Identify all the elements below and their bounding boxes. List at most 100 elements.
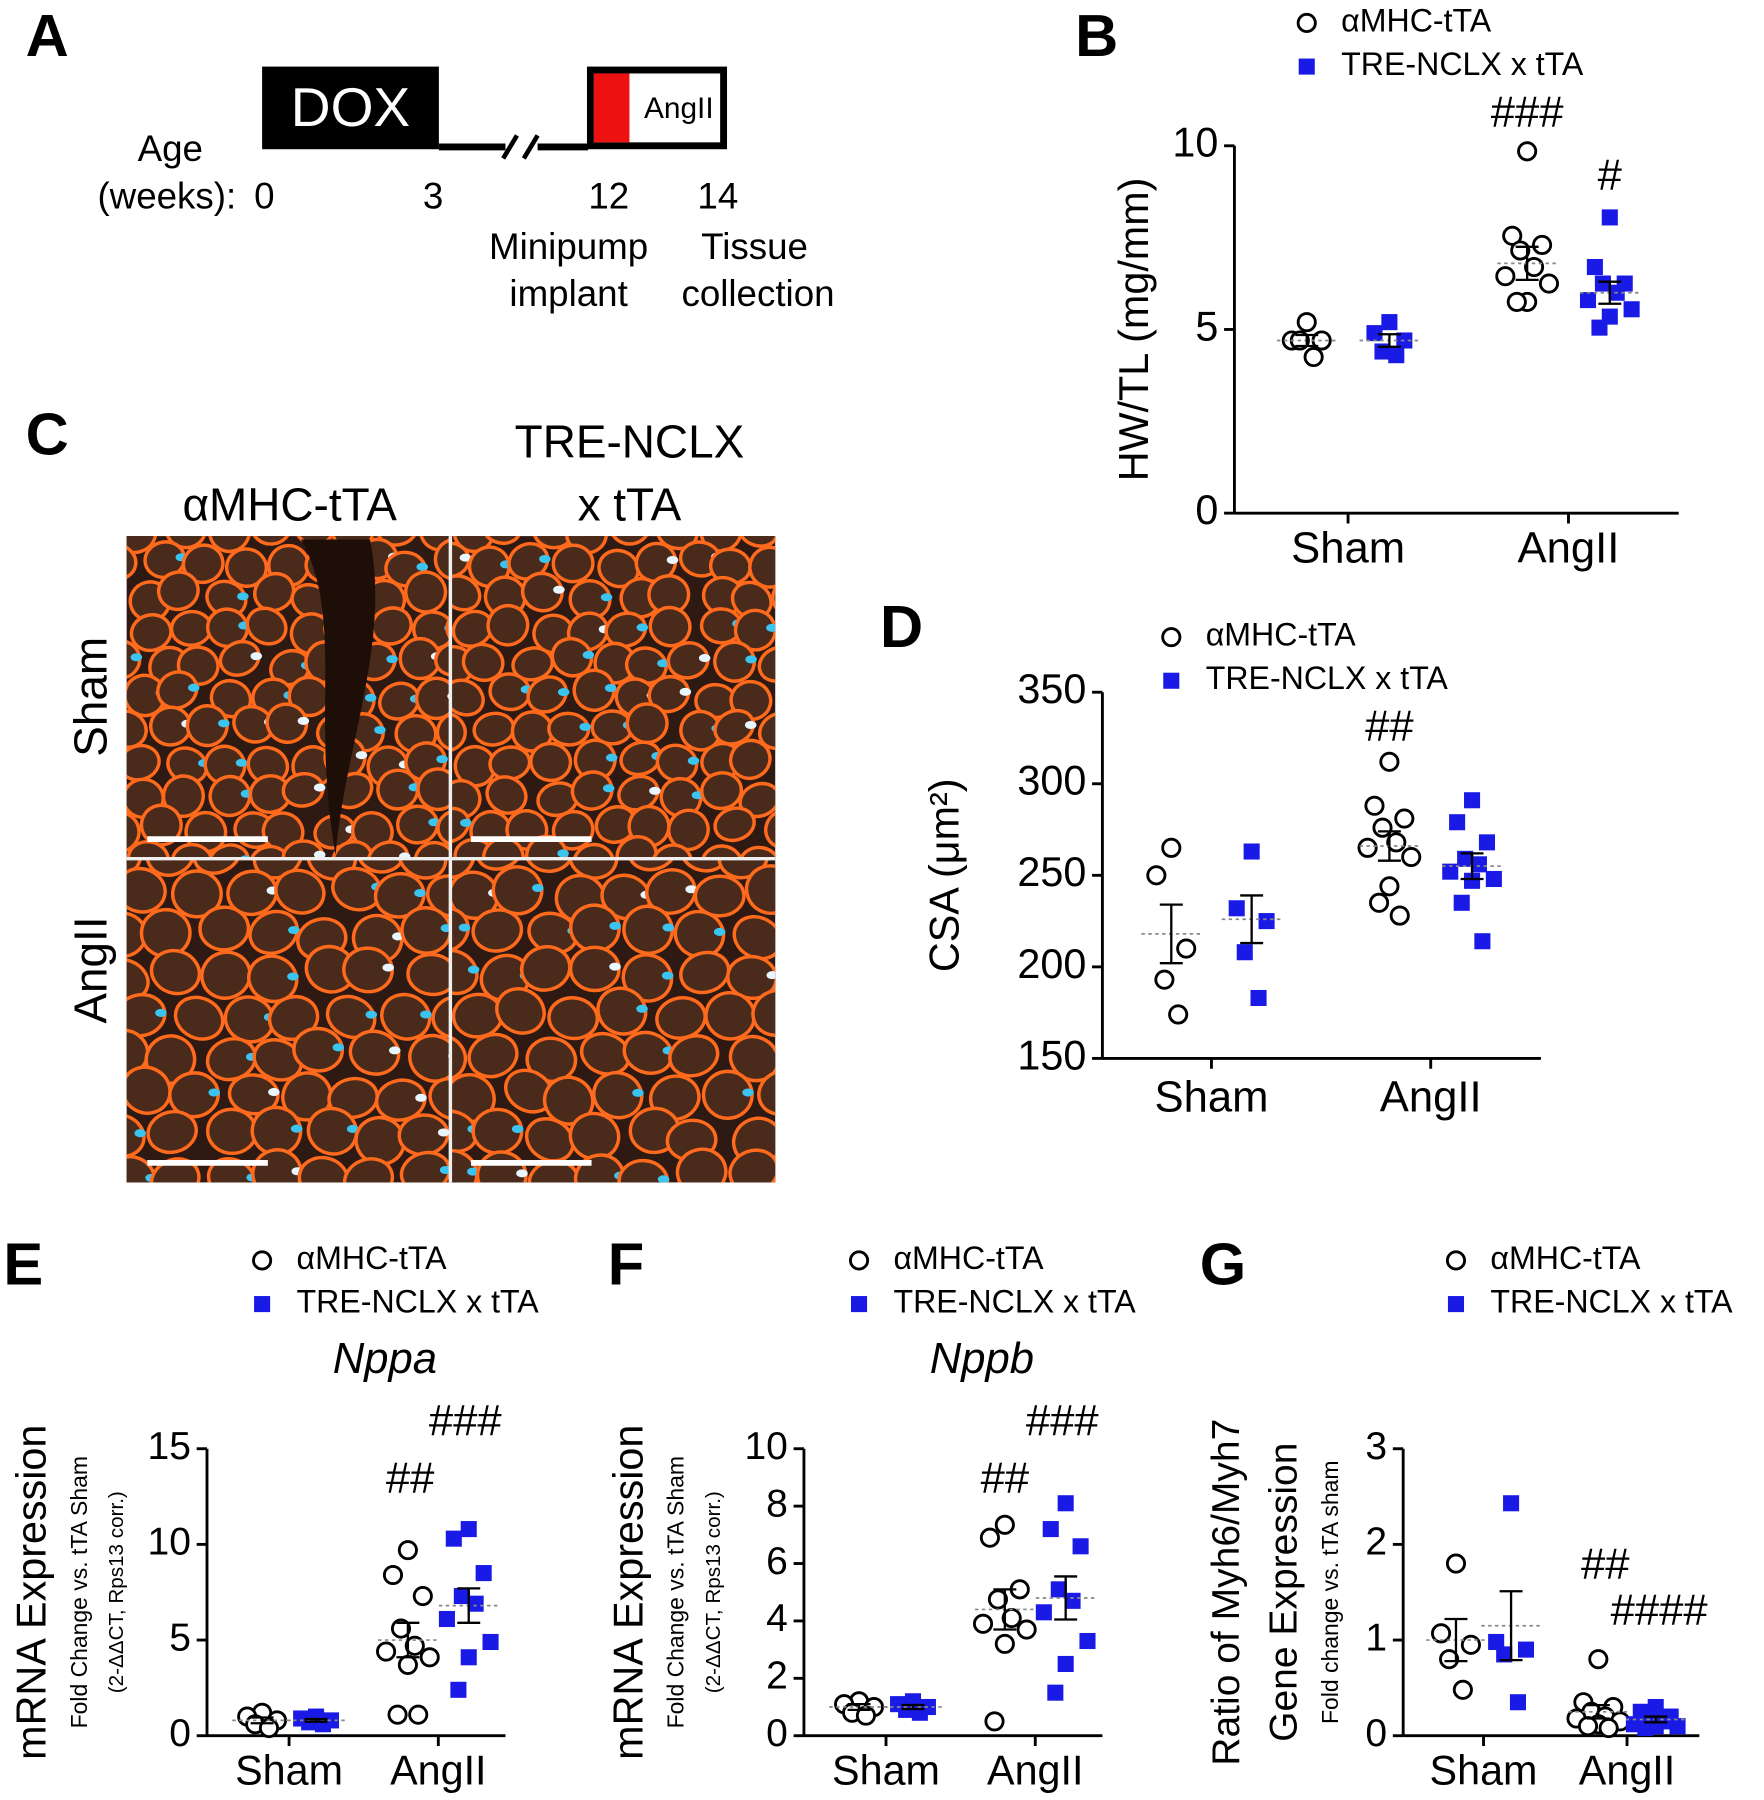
panel-letter: C	[26, 400, 69, 467]
cell	[380, 992, 432, 1041]
dox-label: DOX	[291, 76, 410, 138]
cell	[126, 1065, 172, 1115]
cell	[625, 702, 669, 745]
y-tick-label: 200	[1017, 941, 1086, 987]
data-point	[1176, 938, 1197, 959]
data-point	[453, 1588, 470, 1605]
y-tick-label: 10	[148, 1521, 191, 1564]
nucleus	[460, 818, 472, 827]
significance-label: ##	[981, 1454, 1030, 1502]
nucleus	[632, 1088, 644, 1097]
data-point	[1460, 1634, 1481, 1655]
y-tick-label: 3	[1365, 1425, 1387, 1468]
nucleus	[744, 720, 757, 729]
nucleus	[602, 784, 615, 793]
nucleus	[600, 593, 613, 602]
significance-label: ###	[429, 1397, 503, 1445]
week-tick: 3	[423, 175, 443, 216]
data-point	[987, 1589, 1008, 1610]
y-tick-label: 350	[1017, 666, 1086, 712]
data-point	[1532, 234, 1553, 256]
y-tick-label: 15	[148, 1425, 191, 1468]
cell	[650, 843, 693, 859]
data-point	[1453, 894, 1470, 911]
week-tick: 12	[588, 175, 629, 216]
nucleus	[713, 927, 726, 936]
data-point	[419, 1647, 440, 1668]
nucleus	[288, 926, 300, 935]
y-tick-label: 150	[1017, 1032, 1086, 1078]
y-tick-label: 300	[1017, 758, 1086, 804]
data-point	[1495, 266, 1516, 287]
cell	[757, 1068, 776, 1117]
cell	[249, 536, 293, 546]
nucleus	[539, 555, 551, 564]
cell	[227, 1073, 280, 1116]
y-tick-label: 4	[766, 1597, 788, 1640]
data-point	[387, 1704, 408, 1725]
cell	[397, 858, 448, 880]
cell	[780, 673, 822, 710]
cell	[529, 741, 573, 783]
y-tick-label: 10	[1172, 120, 1218, 166]
cell	[550, 636, 594, 678]
data-point	[1389, 905, 1410, 926]
data-point	[397, 1540, 418, 1561]
data-point	[1577, 1716, 1599, 1737]
data-point	[460, 1649, 477, 1666]
cell	[728, 738, 772, 781]
nucleus	[657, 659, 669, 668]
tissue-quadrant	[126, 536, 451, 859]
cell	[784, 780, 824, 812]
cell	[781, 608, 830, 657]
nucleus	[532, 883, 544, 893]
nucleus	[414, 889, 426, 898]
cell	[416, 767, 451, 812]
panel-letter: G	[1200, 1230, 1246, 1297]
cell	[738, 845, 776, 859]
data-point	[1598, 1718, 1619, 1739]
cell	[751, 988, 776, 1038]
data-point	[1079, 1632, 1096, 1650]
cell	[375, 536, 419, 547]
nucleus	[332, 1043, 345, 1052]
cell	[292, 1026, 345, 1073]
data-point	[1303, 346, 1324, 368]
data-point	[376, 1641, 397, 1662]
cell	[519, 945, 572, 992]
data-point	[1386, 832, 1407, 853]
nucleus	[436, 755, 448, 764]
data-point	[1250, 989, 1267, 1007]
data-point	[1517, 141, 1538, 162]
cell	[771, 576, 776, 617]
data-point	[412, 1586, 433, 1607]
legend-marker	[1163, 672, 1180, 689]
y-tick-label: 0	[1365, 1712, 1387, 1755]
data-point	[1381, 314, 1398, 331]
data-point	[438, 1610, 455, 1628]
data-point	[482, 1633, 499, 1650]
data-point	[1485, 870, 1502, 888]
data-point	[1601, 209, 1618, 226]
cell	[126, 1112, 146, 1159]
tissue-quadrant	[126, 858, 451, 1183]
data-point	[1523, 256, 1545, 278]
cell	[757, 711, 776, 750]
panel-letter: B	[1075, 2, 1118, 69]
cell	[450, 806, 471, 844]
nucleus	[604, 683, 617, 693]
cell	[572, 842, 616, 859]
nucleus	[355, 751, 368, 760]
data-point	[1258, 913, 1275, 930]
legend-label: αMHC-tTA	[1341, 2, 1492, 38]
data-point	[397, 1654, 418, 1675]
nucleus	[237, 592, 249, 601]
cell	[764, 808, 776, 850]
cell	[679, 950, 731, 995]
data-point	[1431, 1623, 1452, 1644]
cell	[434, 640, 451, 677]
minipump-marker	[593, 73, 630, 143]
cell	[149, 948, 202, 996]
data-point	[1623, 301, 1640, 318]
data-point	[1488, 1633, 1505, 1650]
